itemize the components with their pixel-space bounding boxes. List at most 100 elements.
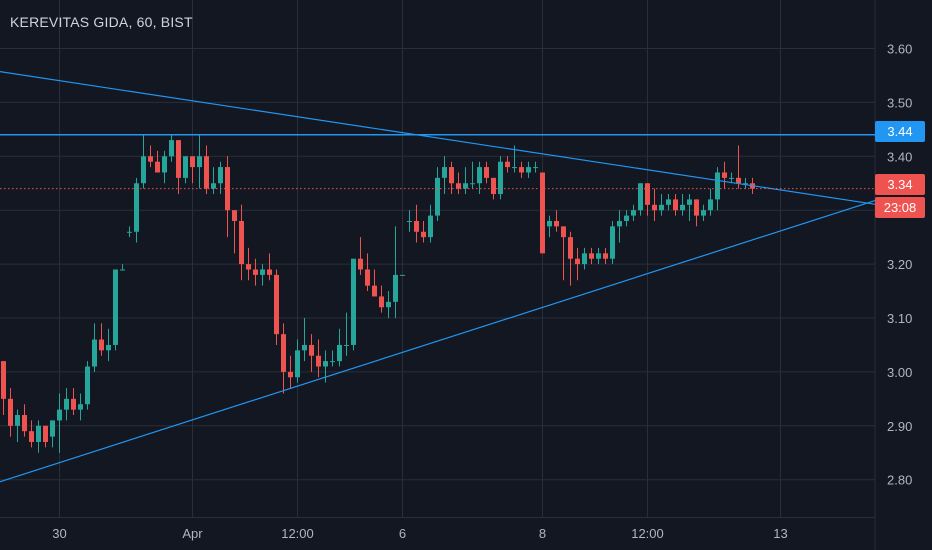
candle: [428, 204, 433, 243]
candle-body: [211, 183, 216, 189]
candle: [120, 264, 125, 271]
candle-body: [582, 253, 587, 265]
price-tick-label: 3.50: [887, 95, 912, 110]
candle-body: [57, 409, 62, 421]
candle: [393, 226, 398, 318]
candle-body: [225, 167, 230, 211]
candle: [477, 161, 482, 195]
candle: [64, 388, 69, 421]
candle: [225, 156, 230, 238]
candle: [337, 328, 342, 367]
candle-body: [680, 204, 685, 211]
candle: [463, 167, 468, 195]
grid-lines: [0, 0, 875, 517]
candle-body: [505, 161, 510, 168]
candle: [379, 285, 384, 313]
candle: [8, 388, 13, 437]
candle-body: [351, 258, 356, 345]
candle: [701, 204, 706, 221]
candle-body: [197, 156, 202, 168]
candle: [106, 328, 111, 362]
candle-body: [701, 210, 706, 216]
candle: [22, 404, 27, 437]
candle: [29, 420, 34, 448]
candle: [211, 167, 216, 195]
candle-body: [638, 183, 643, 211]
candle-body: [43, 425, 48, 442]
candle: [694, 199, 699, 227]
last-price-label-box: [875, 174, 925, 195]
candle: [148, 145, 153, 168]
candle-body: [64, 398, 69, 410]
candle: [344, 312, 349, 356]
candle-body: [15, 415, 20, 426]
time-axis[interactable]: 30 Apr 12:00 6 8 12:00 13: [52, 526, 787, 541]
symbol-title: KEREVITAS GIDA, 60, BIST: [10, 14, 193, 30]
candle: [414, 204, 419, 243]
candle-body: [127, 231, 132, 233]
candle-body: [141, 156, 146, 184]
candle: [246, 247, 251, 281]
candle: [85, 361, 90, 410]
candle-body: [743, 183, 748, 185]
resistance-price-label: 3.44: [887, 124, 912, 139]
candle: [680, 194, 685, 216]
price-axis[interactable]: 3.603.503.403.303.203.103.002.902.80: [887, 42, 912, 488]
price-labels: 3.44 3.34 23:08: [875, 121, 925, 218]
candle-body: [169, 140, 174, 157]
candle-body: [575, 258, 580, 265]
candle-body: [134, 183, 139, 232]
candle: [260, 264, 265, 286]
candle-body: [183, 156, 188, 178]
candle-body: [659, 204, 664, 211]
price-tick-label: 2.80: [887, 473, 912, 488]
candle-body: [568, 237, 573, 259]
candle-body: [204, 156, 209, 189]
candle: [554, 210, 559, 232]
trendline: [0, 198, 879, 483]
candle: [610, 220, 615, 265]
candle: [386, 291, 391, 318]
candle-body: [50, 420, 55, 437]
candle: [43, 425, 48, 448]
axis-borders: [0, 0, 876, 550]
candle-body: [470, 183, 475, 185]
candle-body: [673, 199, 678, 211]
candle: [358, 237, 363, 275]
candle: [295, 339, 300, 383]
candle-body: [610, 226, 615, 259]
candle: [141, 134, 146, 189]
candle-body: [498, 161, 503, 195]
time-tick-label: Apr: [182, 526, 203, 541]
candle: [288, 355, 293, 389]
candle-body: [155, 161, 160, 173]
candle-body: [596, 253, 601, 259]
candle-body: [407, 220, 412, 222]
candle: [442, 156, 447, 195]
candle-body: [631, 210, 636, 216]
candle: [197, 134, 202, 189]
candle-body: [344, 344, 349, 346]
candle: [92, 323, 97, 372]
candle-body: [449, 167, 454, 184]
candle: [596, 247, 601, 265]
price-tick-label: 2.90: [887, 419, 912, 434]
candle: [78, 393, 83, 421]
time-tick-label: 30: [52, 526, 66, 541]
candle-body: [421, 231, 426, 238]
candle-body: [442, 167, 447, 178]
candle-body: [603, 253, 608, 259]
candle: [568, 231, 573, 286]
candle-body: [393, 274, 398, 302]
candle: [71, 388, 76, 416]
candle: [267, 253, 272, 281]
candle: [484, 161, 489, 184]
annotation-lines: [0, 71, 879, 483]
candle: [645, 183, 650, 216]
candle-body: [8, 398, 13, 426]
candle-body: [533, 167, 538, 169]
candle-body: [295, 350, 300, 378]
candle-body: [218, 167, 223, 184]
candle-body: [463, 183, 468, 189]
